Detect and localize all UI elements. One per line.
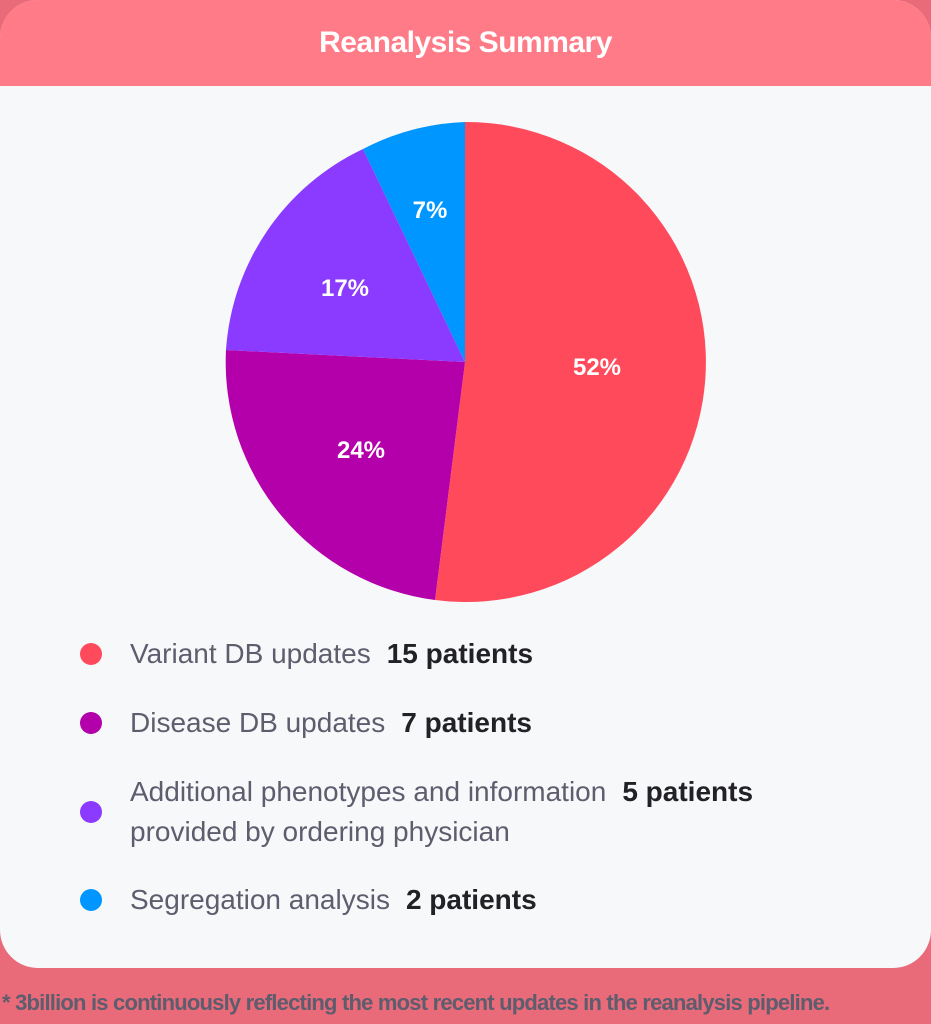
footnote: * 3billion is continuously reflecting th… [2,990,830,1015]
legend-count: 7 patients [401,707,532,738]
legend-dot-icon [80,643,102,665]
slice-label-segregation: 7% [413,197,448,224]
slice-label-variant-db: 52% [573,354,621,381]
slice-segregation [363,122,465,362]
legend-count: 5 patients [622,776,754,807]
legend-count: 2 patients [405,884,537,915]
page-title: Reanalysis Summary [319,26,612,59]
legend-label: Disease DB updates [130,707,386,738]
legend-dot-icon [80,712,102,734]
legend-item-variant-db: Variant DB updates 15 patients [80,634,533,674]
legend-item-segregation: Segregation analysis 2 patients [80,880,537,920]
legend-label-line2: provided by ordering physician [130,816,510,847]
legend-label: Segregation analysis [130,884,390,915]
slice-disease-db [225,350,465,600]
legend-label-line1: Additional phenotypes and information [130,776,607,807]
slice-label-phenotypes: 17% [321,275,369,302]
summary-card: Reanalysis Summary 52% 24% 17% 7% Varian… [0,0,931,968]
legend-item-phenotypes: Additional phenotypes and information 5 … [80,772,753,852]
legend-label-block: Additional phenotypes and information 5 … [130,772,753,852]
slice-variant-db [435,121,706,602]
legend-dot-icon [80,801,102,823]
card-header: Reanalysis Summary [0,0,931,86]
pie-chart: 52% 24% 17% 7% [225,121,706,602]
legend-dot-icon [80,889,102,911]
slice-phenotypes [226,149,465,362]
slice-label-disease-db: 24% [337,437,385,464]
legend-label: Variant DB updates [130,638,371,669]
legend-item-disease-db: Disease DB updates 7 patients [80,703,532,743]
legend-count: 15 patients [386,638,534,669]
